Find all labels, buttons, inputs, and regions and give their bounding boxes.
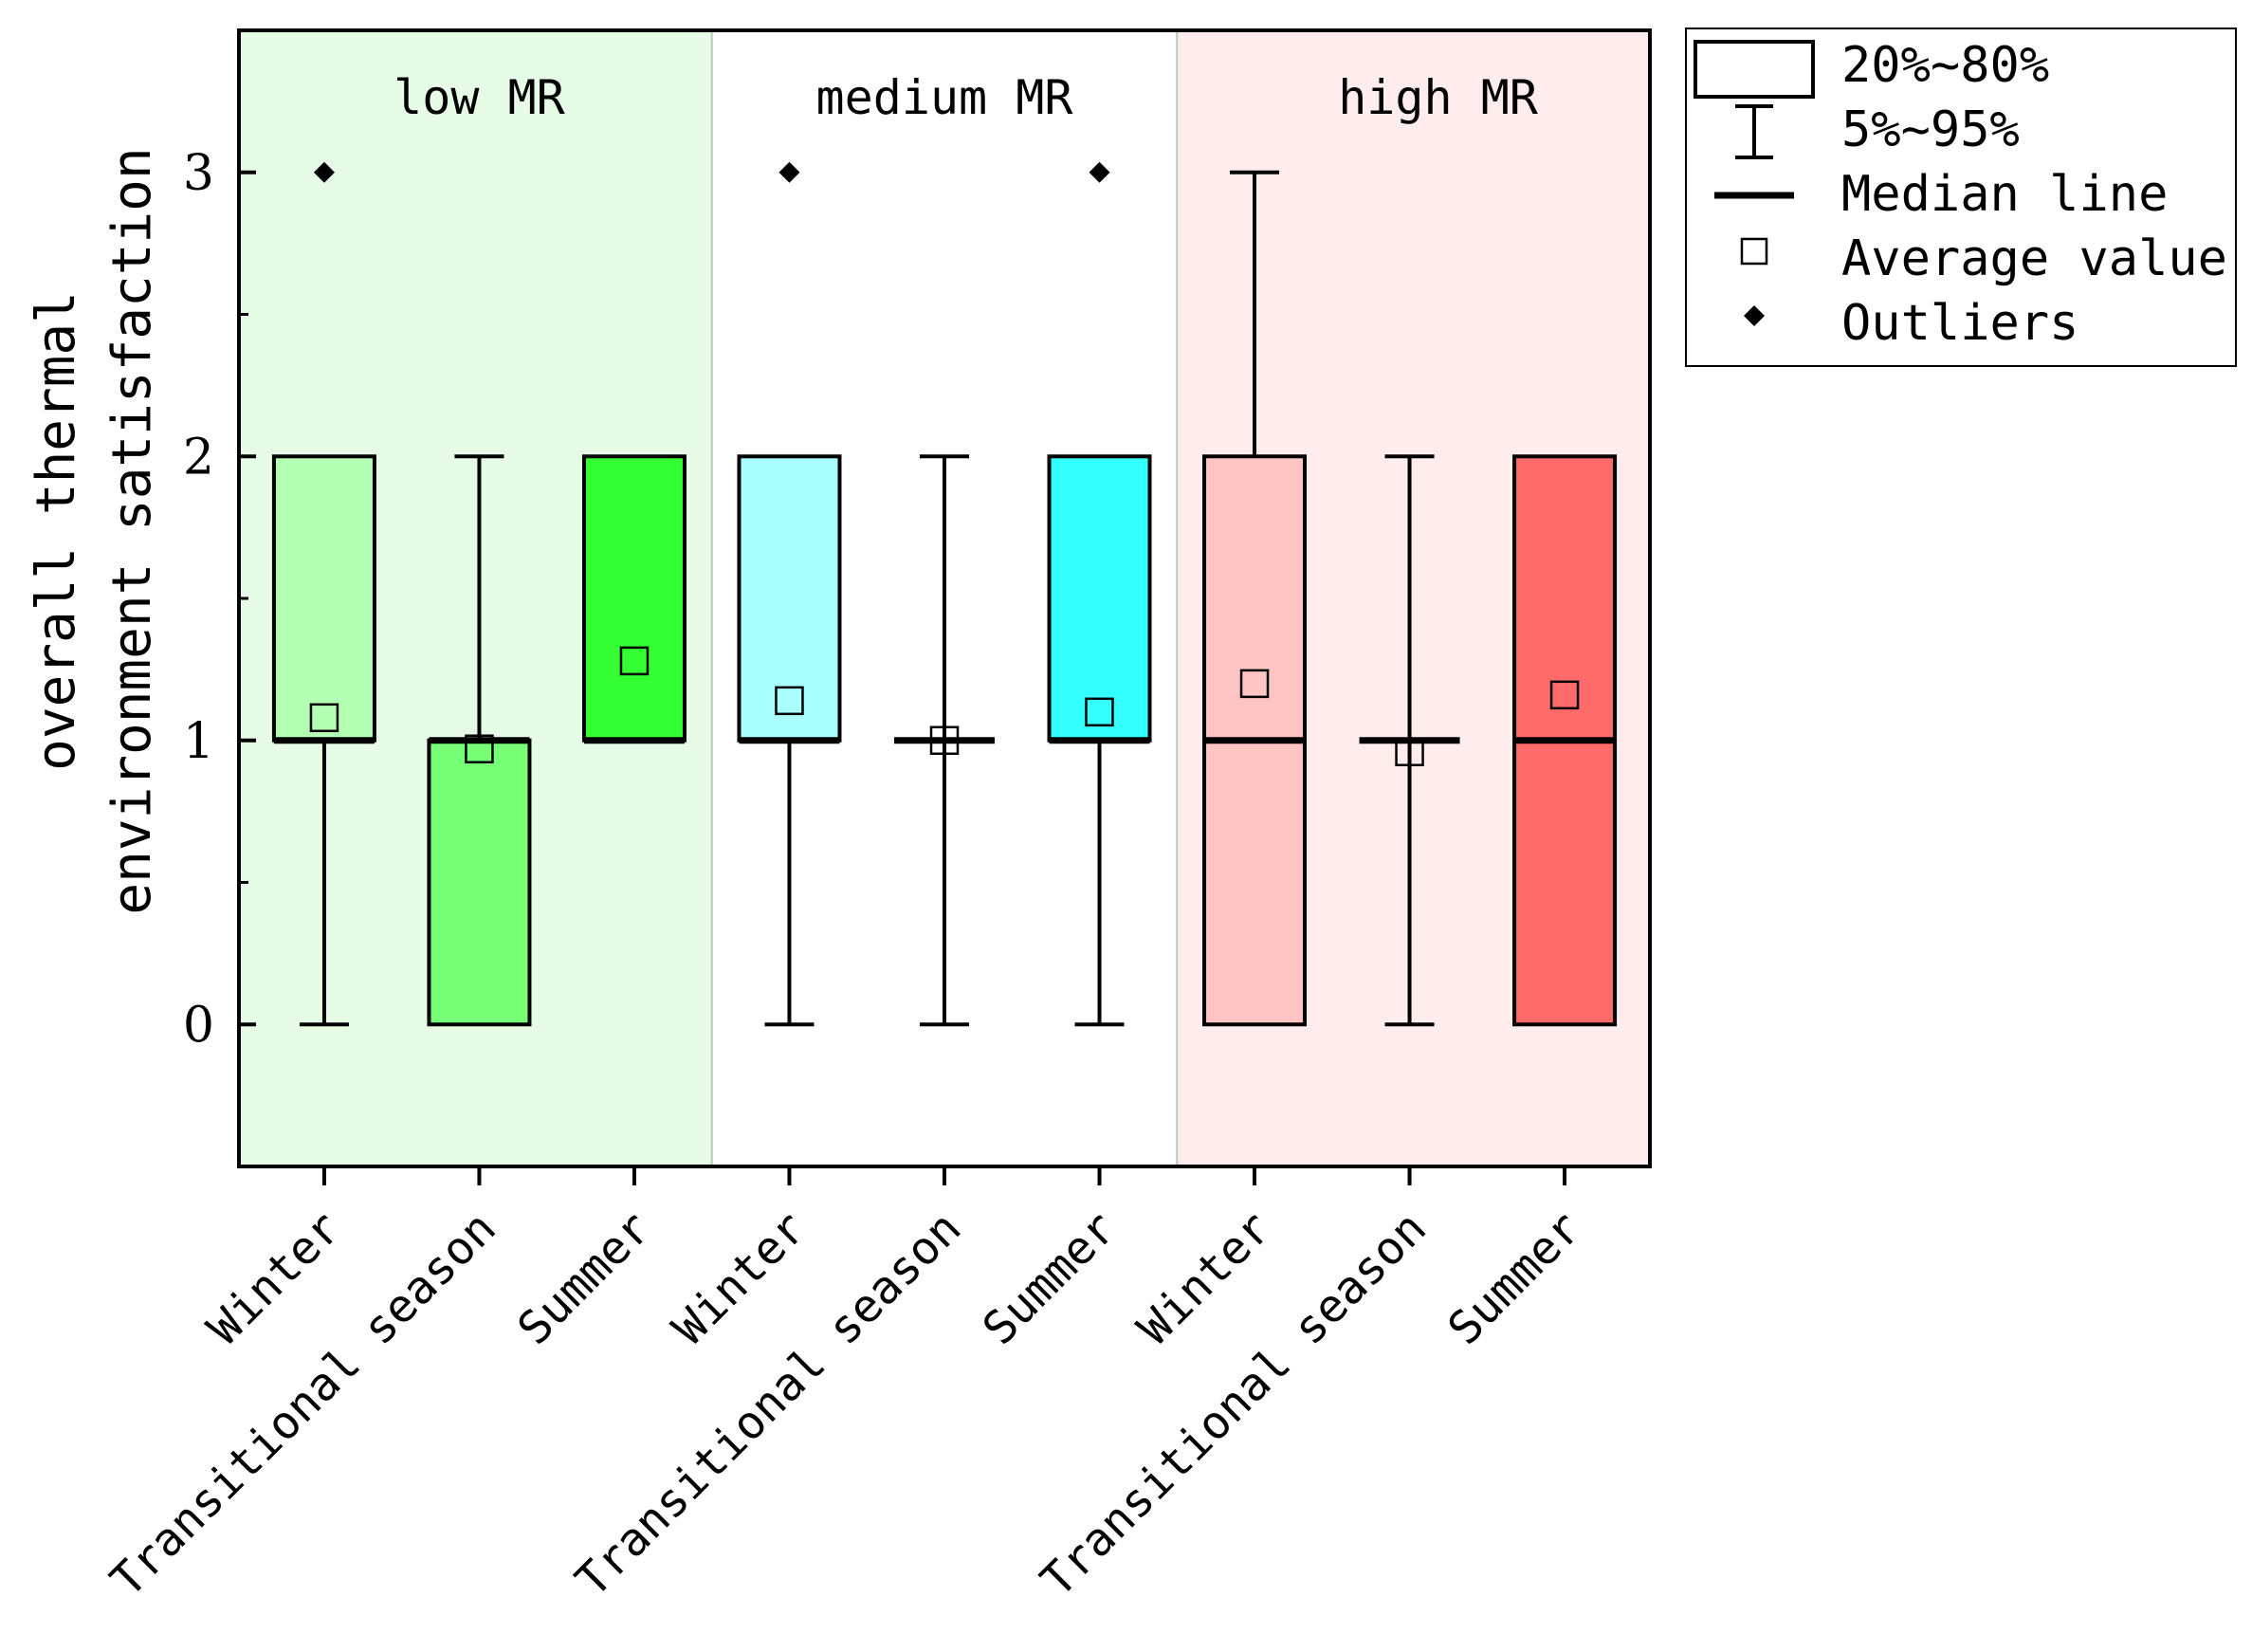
y-tick-label-2: 2 — [183, 429, 214, 486]
x-tick-label-8: Summer — [1437, 1202, 1591, 1355]
mean-marker-8 — [1549, 680, 1580, 710]
legend-label-3: Average value — [1841, 230, 2227, 287]
legend-item-2: Median line — [1714, 166, 2168, 223]
legend-label-2: Median line — [1841, 166, 2168, 223]
legend-label-0: 20%~80% — [1841, 37, 2049, 94]
box-6 — [1202, 170, 1308, 1027]
box-rect-3 — [737, 454, 842, 743]
mean-marker-7 — [1395, 737, 1424, 766]
box-rect-2 — [581, 454, 687, 743]
box-7 — [1359, 454, 1460, 1027]
x-tick-label-6: Winter — [1127, 1202, 1281, 1355]
mean-marker-5 — [1085, 697, 1114, 727]
legend-item-4: Outliers — [1744, 295, 2078, 352]
group-label-1: medium MR — [816, 70, 1074, 125]
y-axis-label-line-1: overall thermal — [26, 291, 87, 771]
legend-item-3: Average value — [1740, 230, 2227, 287]
x-tick-label-0: Winter — [197, 1202, 351, 1355]
y-tick-label-3: 3 — [183, 145, 214, 202]
y-axis-label: overall thermal environment satisfaction — [26, 147, 163, 914]
legend-item-0: 20%~80% — [1694, 37, 2049, 99]
box-2 — [581, 454, 687, 744]
x-tick-label-3: Winter — [663, 1202, 816, 1355]
mean-marker-4 — [929, 725, 960, 755]
outlier-5-0 — [1089, 161, 1110, 183]
y-axis-label-line-2: environment satisfaction — [101, 147, 163, 914]
legend-label-4: Outliers — [1841, 295, 2078, 352]
legend-outlier-symbol — [1744, 305, 1765, 326]
box-5 — [1047, 161, 1152, 1027]
x-tick-label-2: Summer — [507, 1202, 661, 1355]
x-tick-label-5: Summer — [973, 1202, 1126, 1355]
mean-marker-2 — [619, 646, 650, 676]
legend: 20%~80% 5%~95% Median line Average value Out… — [1685, 28, 2237, 367]
mean-marker-1 — [465, 734, 494, 763]
box-3 — [737, 161, 842, 1027]
box-8 — [1512, 454, 1618, 1027]
box-1 — [427, 454, 532, 1027]
y-tick-label-0: 0 — [183, 997, 214, 1054]
y-tick-label-1: 1 — [183, 713, 214, 770]
box-rect-5 — [1047, 454, 1152, 743]
box-layer — [271, 161, 1618, 1027]
outlier-0-0 — [313, 161, 335, 183]
legend-mean-symbol — [1740, 237, 1768, 266]
mean-marker-0 — [309, 703, 339, 733]
box-rect-0 — [271, 454, 376, 743]
legend-box-symbol — [1694, 40, 1815, 99]
group-label-2: high MR — [1338, 70, 1539, 125]
mean-marker-6 — [1239, 669, 1270, 699]
mean-marker-3 — [775, 686, 804, 716]
box-0 — [271, 161, 376, 1027]
box-4 — [894, 454, 995, 1027]
legend-label-1: 5%~95% — [1841, 101, 2020, 158]
box-rect-1 — [427, 738, 532, 1027]
legend-item-1: 5%~95% — [1735, 101, 2020, 159]
outlier-3-0 — [778, 161, 800, 183]
group-label-0: low MR — [394, 70, 566, 125]
